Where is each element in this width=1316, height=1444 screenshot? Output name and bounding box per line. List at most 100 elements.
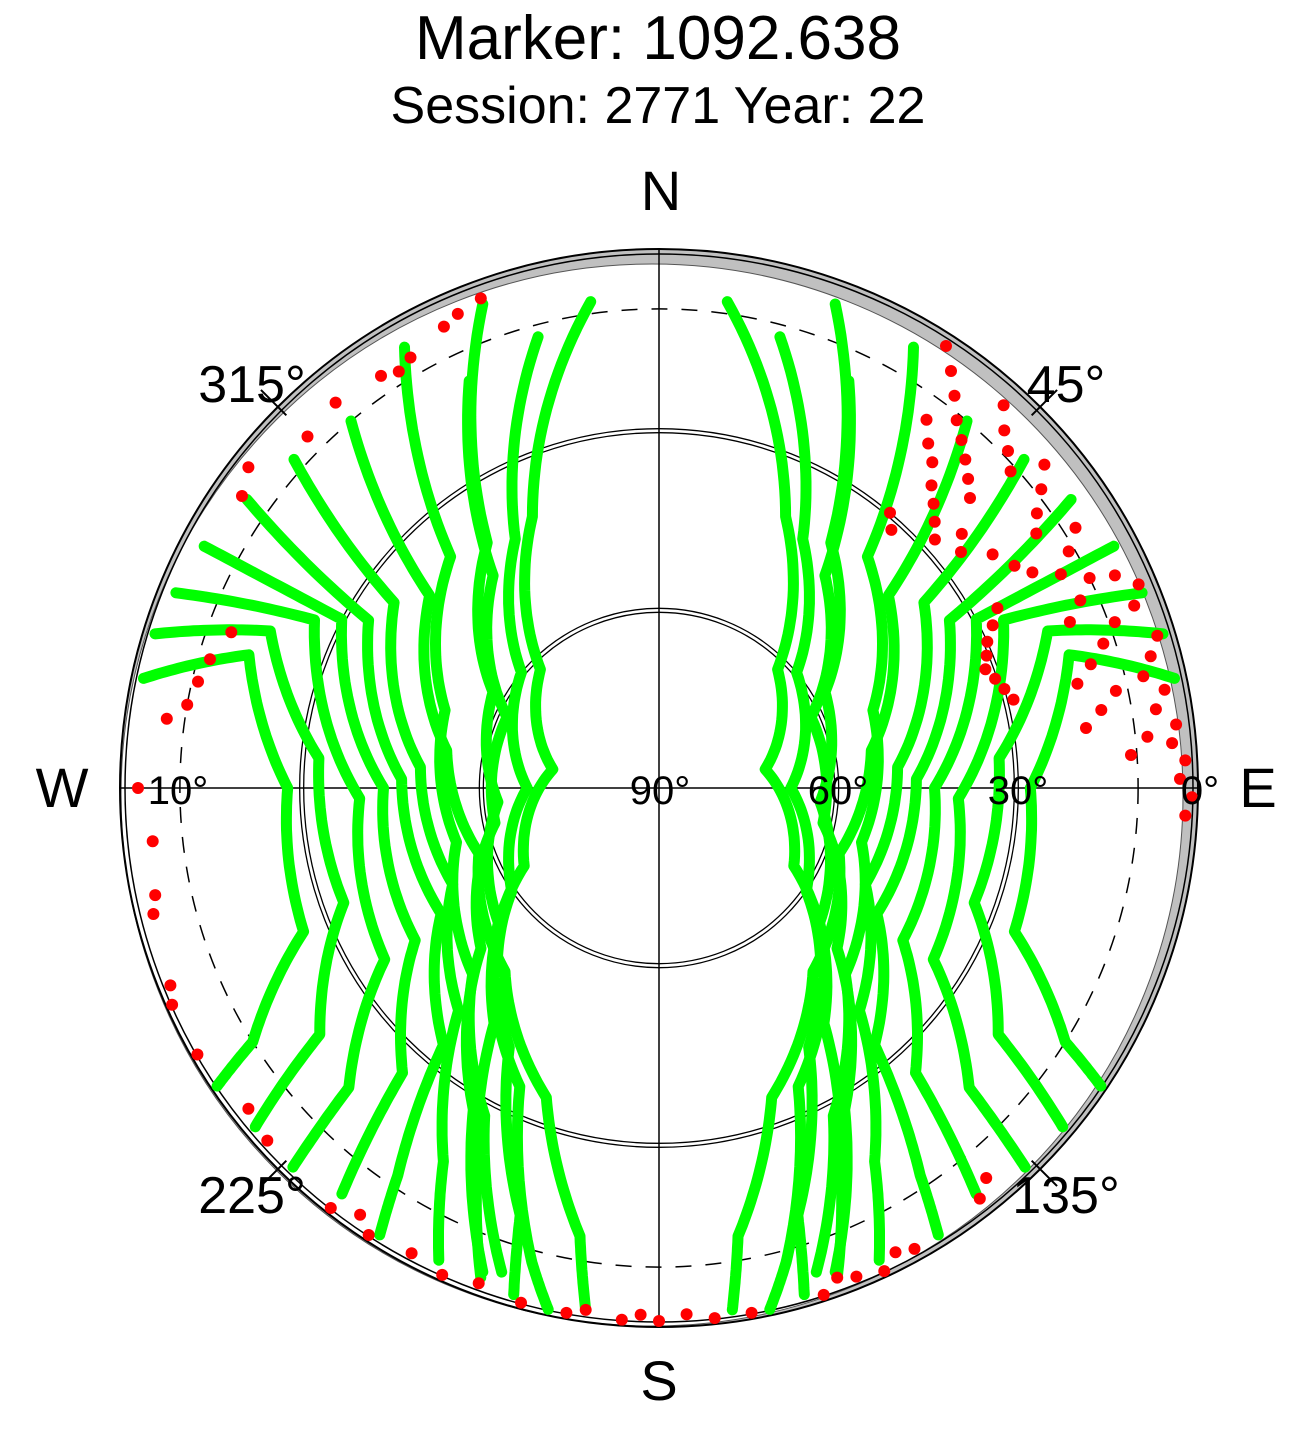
masked-point [192, 675, 204, 688]
masked-point [147, 908, 160, 920]
track-line [345, 415, 592, 1316]
masked-point [146, 835, 159, 848]
masked-point [437, 320, 450, 333]
masked-point [1002, 445, 1014, 457]
masked-point [1179, 809, 1192, 822]
chart-subtitle: Session: 2771 Year: 22 [390, 77, 926, 135]
satellite-track [345, 415, 592, 1316]
west-label: W [36, 756, 89, 819]
track-line [810, 341, 919, 1278]
masked-point [980, 1172, 993, 1184]
satellite-track [465, 298, 554, 1315]
masked-point [831, 1271, 844, 1284]
masked-point [1149, 703, 1162, 716]
masked-point [997, 399, 1010, 412]
masked-point [149, 889, 162, 902]
elevation-label-mask: 10° [148, 769, 209, 813]
masked-point [959, 453, 972, 466]
masked-point [1166, 737, 1179, 750]
masked-point [1128, 599, 1141, 612]
satellite-track [721, 296, 848, 1284]
masked-point [261, 1134, 274, 1147]
masked-point [745, 1306, 758, 1319]
track-line [288, 453, 465, 1266]
masked-point [973, 1192, 986, 1205]
satellite-track [1008, 649, 1180, 1092]
azimuth-label-45: 45° [1027, 356, 1106, 414]
masked-point [354, 1208, 367, 1221]
masked-point [926, 456, 939, 469]
masked-point [515, 1296, 527, 1309]
satellite-track [869, 494, 1077, 1241]
masked-point [1141, 730, 1154, 743]
masked-point [955, 434, 968, 446]
masked-point [191, 1048, 204, 1061]
masked-point [1062, 545, 1075, 558]
masked-point [878, 1265, 891, 1278]
masked-point [908, 1242, 921, 1255]
masked-point [1151, 629, 1164, 642]
azimuth-ticks [260, 389, 1058, 1187]
masked-point [964, 492, 976, 504]
masked-point [1097, 637, 1110, 650]
masked-point [1004, 465, 1017, 478]
satellite-track [288, 453, 465, 1266]
satellite-tracks [138, 296, 1180, 1316]
masked-point [225, 626, 238, 639]
track-line [138, 649, 310, 1092]
masked-point [1174, 772, 1186, 785]
masked-point [1109, 684, 1122, 697]
masked-point [1084, 658, 1097, 671]
masked-point [850, 1270, 863, 1283]
masked-point [324, 1202, 337, 1214]
satellite-track [853, 453, 1030, 1266]
masked-point [885, 523, 898, 536]
elevation-label-90: 90° [630, 769, 691, 813]
masked-point [925, 479, 938, 492]
satellite-track [470, 296, 597, 1284]
masked-point [1007, 693, 1020, 706]
satellite-track [774, 331, 827, 1301]
track-line [774, 331, 827, 1301]
satellite-track [198, 540, 421, 1200]
masked-point [1035, 483, 1048, 496]
track-line [853, 453, 1030, 1266]
satellite-track [491, 331, 544, 1301]
masked-point [301, 430, 314, 443]
masked-point [817, 1288, 830, 1301]
track-line [241, 494, 449, 1241]
masked-point [1030, 527, 1043, 540]
north-label: N [641, 159, 681, 222]
satellite-track [138, 649, 310, 1092]
masked-point [634, 1308, 647, 1321]
masked-point [1063, 616, 1076, 628]
satellite-track [927, 587, 1148, 1173]
masked-point [708, 1312, 721, 1325]
azimuth-label-225: 225° [198, 1167, 306, 1225]
masked-point [362, 1229, 375, 1241]
track-line [968, 624, 1169, 1133]
satellite-track [170, 587, 391, 1173]
east-label: E [1239, 756, 1276, 819]
masked-point [1069, 521, 1082, 534]
masked-point [955, 546, 967, 558]
masked-point [979, 663, 992, 676]
masked-point [1071, 677, 1084, 690]
masked-point [1132, 578, 1145, 591]
azimuth-tick-225 [260, 1159, 288, 1187]
track-line [764, 298, 853, 1315]
masked-point [1108, 569, 1121, 582]
track-line [399, 341, 508, 1278]
masked-point [1038, 458, 1051, 471]
masked-point [1054, 568, 1067, 581]
masked-point [472, 1277, 485, 1290]
masked-point [204, 653, 216, 666]
masked-point [1185, 791, 1198, 804]
azimuth-label-135: 135° [1012, 1167, 1120, 1225]
masked-point [164, 979, 177, 992]
track-line [170, 587, 391, 1173]
masked-point [615, 1313, 628, 1326]
masked-point [1137, 670, 1150, 683]
satellite-track [149, 624, 350, 1133]
